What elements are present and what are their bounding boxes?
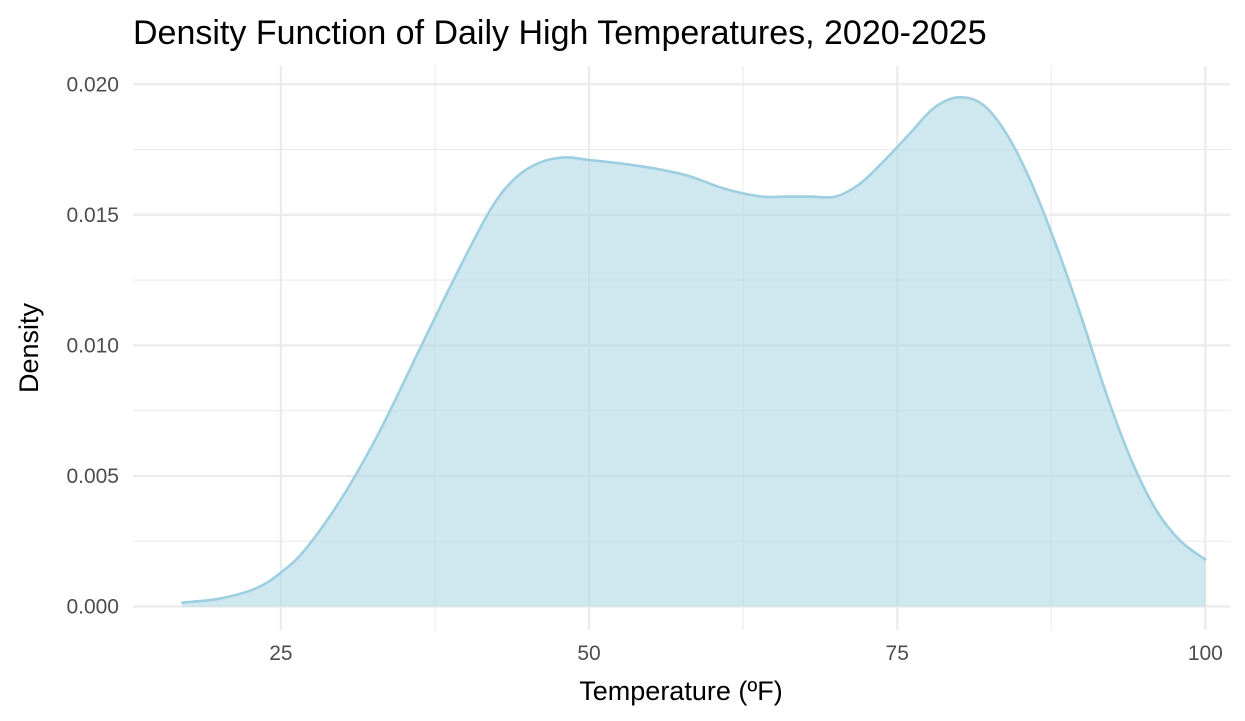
y-tick-label-4: 0.020	[66, 73, 119, 96]
y-tick-label-3: 0.015	[66, 204, 119, 227]
y-tick-labels: 0.000 0.005 0.010 0.015 0.020	[66, 73, 119, 618]
y-tick-label-0: 0.000	[66, 596, 119, 619]
density-curve-line	[181, 95, 1207, 604]
y-axis-title: Density	[14, 302, 44, 393]
chart-title: Density Function of Daily High Temperatu…	[133, 14, 987, 52]
x-tick-label-2: 75	[886, 642, 909, 665]
x-axis-title: Temperature (ºF)	[579, 676, 782, 706]
y-tick-label-1: 0.005	[66, 465, 119, 488]
x-tick-label-1: 50	[577, 642, 600, 665]
y-tick-label-2: 0.010	[66, 334, 119, 357]
x-tick-labels: 25 50 75 100	[269, 642, 1223, 665]
x-tick-label-0: 25	[269, 642, 292, 665]
density-area-fill	[182, 97, 1206, 607]
density-area-layer	[181, 95, 1207, 607]
x-tick-label-3: 100	[1188, 642, 1223, 665]
